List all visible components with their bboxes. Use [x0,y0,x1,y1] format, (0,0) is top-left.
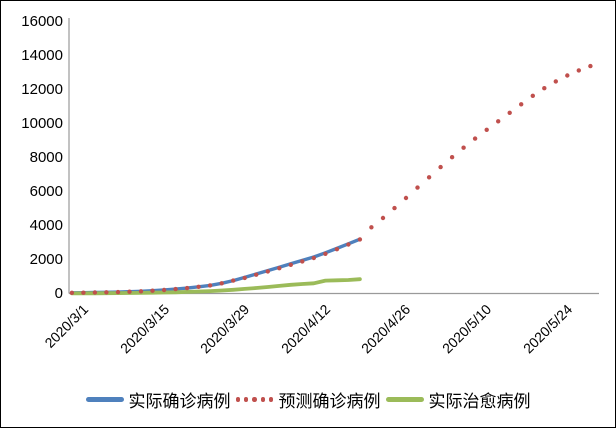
series-dot-1 [231,278,236,283]
series-dot-1 [415,185,420,190]
series-dot-1 [207,283,213,288]
legend-item-actual-cured: 实际治愈病例 [385,387,531,412]
series-dot-1 [496,119,501,124]
legend-item-predicted-confirmed: 预测确诊病例 [235,387,381,412]
series-dot-1 [588,63,593,69]
series-dot-1 [565,73,570,78]
series-dot-1 [288,262,293,267]
y-tick-label: 6000 [29,182,63,200]
series-dot-1 [161,287,167,293]
series-dot-1 [380,215,386,221]
series-dot-1 [346,242,351,247]
series-dot-1 [507,110,512,116]
series-dot-1 [150,288,155,293]
legend-label-predicted-confirmed: 预测确诊病例 [278,392,381,411]
series-dot-1 [553,79,558,84]
series-dot-1 [92,290,98,295]
series-dot-1 [392,205,397,211]
y-tick-label: 10000 [21,114,63,132]
y-tick-label: 16000 [21,13,63,30]
series-dot-1 [173,286,178,292]
series-dot-1 [576,68,581,73]
y-tick-label: 4000 [29,216,63,234]
series-dot-1 [219,281,224,286]
series-dot-1 [311,255,316,261]
series-dot-1 [472,136,478,141]
y-tick-label: 8000 [29,148,63,166]
legend: 实际确诊病例 预测确诊病例 实际治愈病例 [1,387,615,412]
series-dot-1 [438,164,443,170]
series-dot-1 [403,195,409,201]
series-dot-1 [369,225,374,230]
series-dot-1 [104,290,109,295]
legend-line-sample-actual-confirmed [85,397,124,402]
y-tick-label: 2000 [29,250,63,268]
legend-label-actual-confirmed: 实际确诊病例 [128,392,231,411]
y-tick-label: 14000 [21,46,63,64]
series-line-0 [70,237,362,295]
series-dot-1 [542,86,547,91]
series-dot-1 [196,284,201,289]
legend-dots-sample-predicted-confirmed [235,397,274,402]
series-dot-1 [265,269,270,274]
series-dot-1 [184,285,190,291]
series-dot-1 [81,290,86,295]
series-dot-1 [484,127,489,132]
series-dot-1 [519,102,524,107]
legend-line-sample-actual-cured [385,397,424,402]
series-dot-1 [357,237,363,242]
series-dot-1 [254,272,259,277]
series-dot-1 [277,266,282,271]
series-dot-1 [530,93,535,99]
legend-label-actual-cured: 实际治愈病例 [428,392,531,411]
series-dot-1 [426,175,432,180]
y-tick-label: 0 [54,284,63,302]
series-dot-1 [138,289,144,294]
series-dot-1 [449,155,455,160]
series-dot-1 [461,145,466,150]
series-dot-1 [115,289,121,295]
series-dot-1 [242,275,247,281]
series-dot-1 [323,251,328,256]
series-line-2 [70,277,362,296]
legend-item-actual-confirmed: 实际确诊病例 [85,387,231,412]
series-dot-1 [69,290,75,295]
series-dot-1 [334,247,340,252]
series-dot-1 [127,289,132,294]
series-dot-1 [300,259,305,264]
y-tick-label: 12000 [21,80,63,98]
